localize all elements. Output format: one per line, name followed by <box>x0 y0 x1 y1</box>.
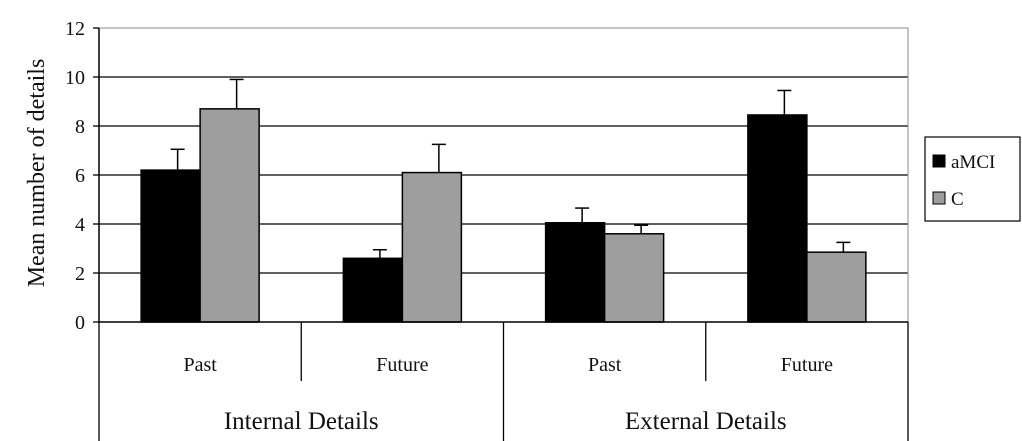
legend-swatch <box>932 154 946 168</box>
y-tick-label: 0 <box>75 312 85 334</box>
y-tick-label: 2 <box>75 263 85 285</box>
bar-amci-3 <box>747 114 808 323</box>
category-label: Past <box>588 354 622 376</box>
category-labels: Past Future Internal Details Past Future Exte… <box>98 322 909 441</box>
legend-swatch <box>932 191 946 205</box>
bar-c-0 <box>199 108 260 323</box>
y-tick-label: 12 <box>65 18 85 40</box>
y-tick-label: 6 <box>75 165 85 187</box>
legend: aMCI C <box>924 136 1021 222</box>
y-axis-label: Mean number of details <box>24 59 50 288</box>
y-tick-label: 10 <box>65 67 85 89</box>
bar-c-2 <box>603 233 665 323</box>
group-label: External Details <box>625 408 787 435</box>
bar-amci-2 <box>544 222 606 323</box>
bar-c-3 <box>806 251 867 323</box>
y-tick-label: 8 <box>75 116 85 138</box>
bar-c-1 <box>401 171 463 323</box>
category-label: Future <box>376 354 428 376</box>
legend-label: aMCI <box>951 152 995 173</box>
y-tick-labels: 0 2 4 6 8 10 12 <box>65 18 85 334</box>
group-label: Internal Details <box>224 408 379 435</box>
category-label: Future <box>781 354 833 376</box>
bar-amci-0 <box>140 169 201 323</box>
legend-box <box>924 136 1021 222</box>
bars <box>140 78 867 323</box>
bar-amci-1 <box>342 257 404 323</box>
category-label: Past <box>183 354 217 376</box>
y-tick-label: 4 <box>75 214 85 236</box>
legend-label: C <box>951 189 964 210</box>
